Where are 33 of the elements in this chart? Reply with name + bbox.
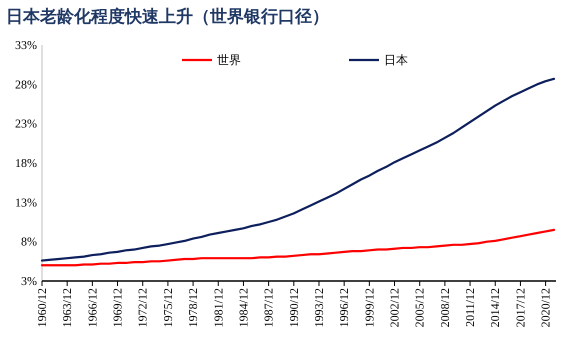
x-tick-label: 1966/12 [85, 288, 100, 328]
chart-title: 日本老龄化程度快速上升（世界银行口径） [6, 7, 329, 26]
x-tick-label: 1996/12 [337, 288, 352, 328]
x-tick-label: 2020/12 [538, 288, 553, 328]
x-tick-label: 2002/12 [388, 288, 402, 328]
y-tick-label: 18% [15, 156, 37, 170]
x-tick-label: 1987/12 [262, 288, 276, 328]
y-tick-label: 3% [21, 274, 37, 288]
x-tick-label: 1969/12 [110, 288, 125, 328]
line-series [40, 228, 556, 266]
x-tick-label: 1978/12 [186, 288, 200, 328]
legend-label: 世界 [217, 53, 241, 67]
y-tick-label: 33% [15, 38, 37, 52]
x-tick-label: 2014/12 [488, 288, 502, 328]
y-tick-label: 8% [21, 234, 37, 249]
x-tick-label: 1963/12 [60, 288, 74, 328]
x-tick-label: 1999/12 [362, 288, 376, 328]
y-tick-label: 13% [15, 195, 37, 210]
x-tick-label: 1990/12 [286, 288, 301, 328]
x-tick-label: 2008/12 [438, 288, 452, 328]
line-series [40, 78, 556, 262]
x-tick-label: 2011/12 [463, 288, 478, 327]
x-tick-label: 1984/12 [236, 288, 250, 328]
legend-label: 日本 [384, 53, 408, 67]
x-tick-label: 2005/12 [412, 288, 427, 328]
y-tick-label: 28% [15, 77, 37, 92]
x-tick-label: 1993/12 [312, 288, 326, 328]
x-tick-label: 1981/12 [211, 288, 226, 328]
y-tick-label: 23% [15, 116, 37, 131]
x-tick-label: 1975/12 [160, 288, 175, 328]
x-tick-label: 1960/12 [35, 288, 49, 328]
x-tick-label: 1972/12 [136, 288, 150, 328]
x-tick-label: 2017/12 [513, 288, 528, 328]
